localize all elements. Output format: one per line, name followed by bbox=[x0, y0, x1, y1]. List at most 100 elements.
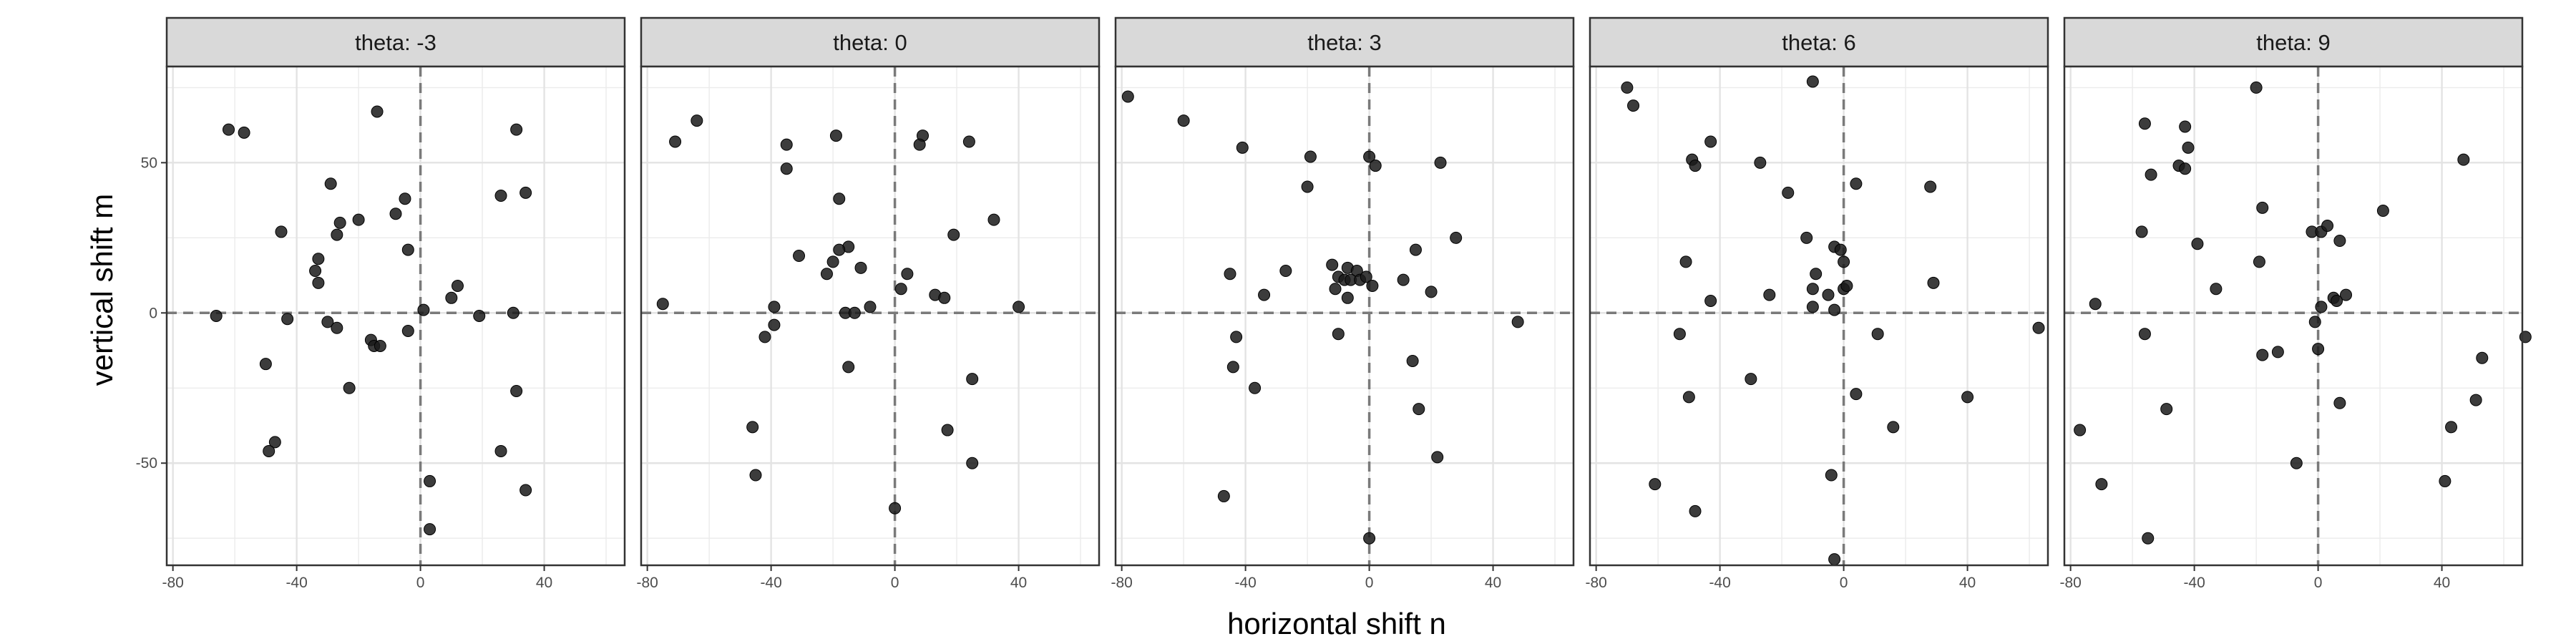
data-point bbox=[746, 421, 759, 434]
data-point bbox=[210, 310, 223, 322]
data-point bbox=[1838, 255, 1850, 268]
x-tick-label: 40 bbox=[2434, 575, 2450, 591]
data-point bbox=[1301, 180, 1314, 193]
data-point bbox=[1230, 331, 1243, 343]
facet-strip bbox=[1114, 16, 1575, 68]
facet-strip-label: theta: 6 bbox=[1782, 30, 1855, 55]
data-point bbox=[2089, 298, 2102, 311]
data-point bbox=[2138, 328, 2151, 341]
data-point bbox=[1763, 288, 1776, 301]
y-axis-title: vertical shift m bbox=[85, 194, 119, 386]
data-point bbox=[2250, 81, 2263, 94]
data-point bbox=[2333, 235, 2346, 248]
facet-strip-label: theta: -3 bbox=[355, 30, 436, 55]
data-point bbox=[1871, 328, 1884, 341]
data-point bbox=[1825, 469, 1838, 482]
x-tick-label: 0 bbox=[416, 575, 425, 591]
data-point bbox=[1332, 328, 1345, 341]
data-point bbox=[656, 298, 669, 311]
data-point bbox=[1887, 421, 1900, 434]
x-tick-label: 0 bbox=[891, 575, 899, 591]
data-point bbox=[894, 283, 907, 296]
facet-strip bbox=[1589, 16, 2049, 68]
panel-background bbox=[2064, 67, 2522, 565]
x-tick-label: -80 bbox=[2059, 575, 2081, 591]
y-tick-label: 0 bbox=[149, 305, 157, 321]
x-tick-label: -80 bbox=[636, 575, 658, 591]
data-point bbox=[2179, 162, 2192, 175]
data-point bbox=[669, 135, 682, 148]
data-point bbox=[1682, 391, 1695, 404]
data-point bbox=[424, 523, 436, 536]
data-point bbox=[829, 130, 842, 142]
x-tick-label: 0 bbox=[1840, 575, 1848, 591]
data-point bbox=[1413, 403, 1425, 416]
x-tick-label: 40 bbox=[1959, 575, 1976, 591]
x-axis-title: horizontal shift n bbox=[1227, 607, 1446, 640]
data-point bbox=[2095, 478, 2108, 491]
data-point bbox=[312, 276, 325, 289]
data-point bbox=[2469, 394, 2482, 406]
data-point bbox=[2256, 348, 2269, 361]
data-point bbox=[331, 321, 343, 334]
data-point bbox=[938, 291, 951, 304]
data-point bbox=[333, 216, 346, 229]
data-point bbox=[401, 243, 414, 256]
data-point bbox=[417, 303, 430, 316]
data-point bbox=[1649, 478, 1662, 491]
panel-background bbox=[641, 67, 1099, 565]
data-point bbox=[1177, 114, 1190, 127]
data-point bbox=[768, 318, 781, 331]
data-point bbox=[2074, 424, 2087, 436]
data-point bbox=[424, 474, 436, 487]
data-point bbox=[1822, 288, 1835, 301]
data-point bbox=[451, 280, 464, 293]
facet-panels: theta: -3 -80 -40 0 40 -50 0 50 theta: 0 -80 -40 0 4… bbox=[136, 16, 2532, 591]
data-point bbox=[1450, 231, 1463, 244]
data-point bbox=[1304, 150, 1317, 163]
data-point bbox=[780, 162, 793, 175]
data-point bbox=[1363, 150, 1376, 163]
data-point bbox=[1828, 553, 1841, 566]
data-point bbox=[2308, 316, 2321, 328]
x-tick-label: -40 bbox=[1234, 575, 1256, 591]
panel-background bbox=[1590, 67, 2048, 565]
y-tick-label: -50 bbox=[136, 455, 157, 472]
data-point bbox=[507, 306, 519, 319]
data-point bbox=[309, 265, 322, 278]
data-point bbox=[826, 255, 839, 268]
data-point bbox=[2138, 117, 2151, 130]
data-point bbox=[833, 192, 846, 205]
data-point bbox=[324, 177, 337, 190]
facet-panel: theta: 6 -80 -40 0 40 bbox=[1585, 16, 2049, 591]
data-point bbox=[691, 114, 703, 127]
data-point bbox=[1406, 354, 1419, 367]
data-point bbox=[842, 361, 855, 374]
data-point bbox=[2333, 396, 2346, 409]
data-point bbox=[2271, 346, 2284, 358]
data-point bbox=[1217, 489, 1230, 502]
data-point bbox=[1366, 280, 1379, 293]
data-point bbox=[389, 208, 402, 220]
data-point bbox=[352, 213, 365, 226]
data-point bbox=[371, 105, 384, 118]
facet-strip bbox=[165, 16, 626, 68]
data-point bbox=[1341, 291, 1354, 304]
data-point bbox=[913, 138, 926, 151]
data-point bbox=[864, 301, 877, 313]
y-tick-label: 50 bbox=[141, 155, 157, 171]
facet-panel: theta: 3 -80 -40 0 40 bbox=[1111, 16, 1575, 591]
data-point bbox=[2331, 295, 2343, 308]
x-tick-label: -80 bbox=[162, 575, 183, 591]
data-point bbox=[1329, 283, 1342, 296]
data-point bbox=[1834, 243, 1847, 256]
data-point bbox=[1782, 186, 1795, 199]
data-point bbox=[1258, 288, 1271, 301]
x-tick-label: 0 bbox=[1365, 575, 1374, 591]
data-point bbox=[962, 135, 975, 148]
data-point bbox=[768, 301, 781, 313]
facet-strip-label: theta: 9 bbox=[2256, 30, 2330, 55]
x-tick-label: -40 bbox=[286, 575, 307, 591]
facet-strip-label: theta: 0 bbox=[833, 30, 907, 55]
data-point bbox=[281, 313, 294, 326]
